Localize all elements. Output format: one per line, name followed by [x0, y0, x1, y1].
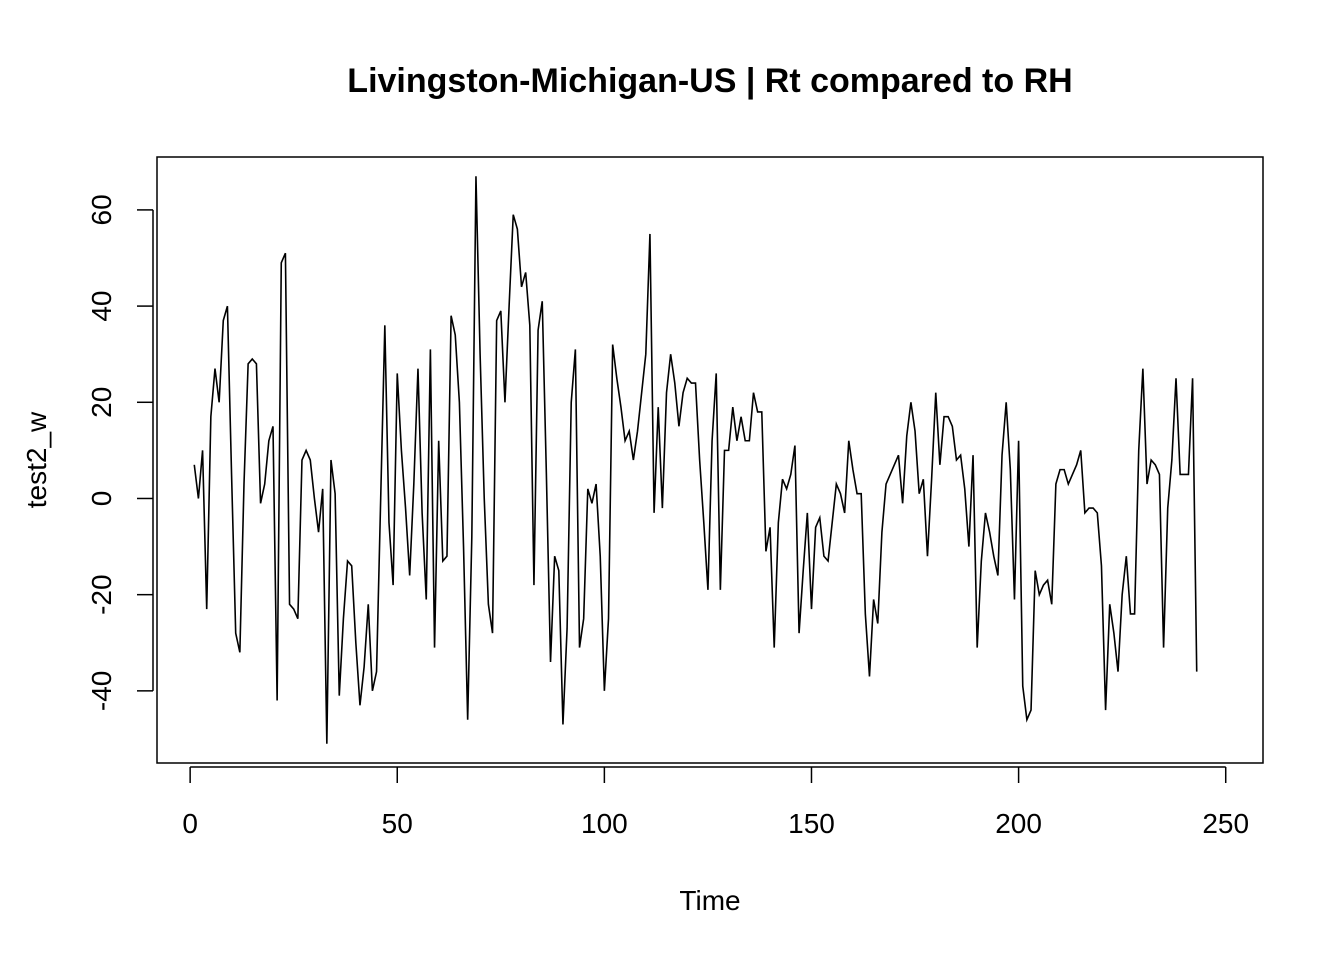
- x-tick-label: 100: [581, 808, 628, 839]
- plot-frame: [156, 156, 1264, 764]
- y-tick-label: 60: [86, 194, 117, 225]
- y-axis-label: test2_w: [21, 411, 52, 508]
- series-line: [193, 176, 1198, 744]
- series-layer: [193, 176, 1198, 744]
- x-tick-label: 0: [182, 808, 198, 839]
- y-tick-label: 20: [86, 387, 117, 418]
- x-axis: 0 50 100 150 200 250: [182, 766, 1249, 839]
- x-tick-label: 200: [995, 808, 1042, 839]
- x-tick-label: 250: [1202, 808, 1249, 839]
- x-tick-label: 150: [788, 808, 835, 839]
- x-axis-label: Time: [679, 885, 740, 916]
- y-tick-label: -40: [86, 671, 117, 711]
- x-tick-label: 50: [382, 808, 413, 839]
- y-tick-label: 40: [86, 291, 117, 322]
- y-tick-label: 0: [86, 491, 117, 507]
- y-tick-label: -20: [86, 574, 117, 614]
- y-axis: -40 -20 0 20 40 60: [86, 194, 154, 711]
- chart-title: Livingston-Michigan-US | Rt compared to …: [347, 62, 1072, 100]
